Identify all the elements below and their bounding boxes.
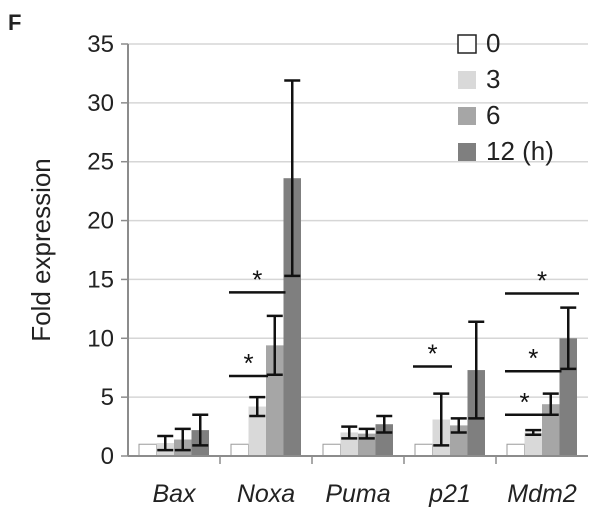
y-tick-label: 35	[87, 31, 114, 58]
y-tick-label: 0	[101, 443, 114, 470]
category-label: Bax	[152, 480, 197, 508]
significance-star: *	[252, 264, 262, 294]
legend-swatch	[457, 34, 477, 54]
bar	[524, 432, 542, 456]
y-tick-label: 10	[87, 325, 114, 352]
y-tick-label: 15	[87, 266, 114, 293]
bar	[414, 443, 433, 457]
bar	[283, 178, 301, 457]
legend-swatch	[458, 71, 476, 89]
category-label: Noxa	[237, 480, 295, 508]
panel-letter: F	[8, 10, 21, 35]
significance-star: *	[243, 348, 253, 378]
y-axis-title: Fold expression	[26, 158, 56, 342]
y-tick-label: 5	[101, 384, 114, 411]
y-tick-label: 20	[87, 208, 114, 235]
bar	[266, 345, 284, 456]
legend-label: 6	[486, 100, 500, 130]
y-tick-label: 30	[87, 90, 114, 117]
legend-label: 3	[486, 64, 500, 94]
bar	[322, 443, 341, 457]
bar	[542, 404, 560, 456]
legend: 0 3 6 12 (h)	[457, 28, 554, 166]
bar	[138, 443, 157, 457]
significance-star: *	[519, 387, 529, 417]
bar	[230, 443, 249, 457]
category-label: Mdm2	[507, 480, 577, 508]
legend-swatch	[458, 143, 476, 161]
significance-star: *	[537, 266, 547, 296]
y-tick-label: 25	[87, 149, 114, 176]
legend-label: 12 (h)	[486, 136, 554, 166]
category-label: p21	[428, 480, 471, 508]
significance-markers: * * * * * *	[229, 264, 579, 417]
legend-swatch	[458, 107, 476, 125]
bar	[248, 406, 266, 456]
bars	[138, 79, 577, 457]
grid-lines	[128, 43, 588, 398]
bar	[506, 443, 525, 457]
legend-label: 0	[486, 28, 500, 58]
significance-star: *	[528, 343, 538, 373]
category-label: Puma	[325, 480, 390, 508]
significance-star: *	[427, 339, 437, 369]
